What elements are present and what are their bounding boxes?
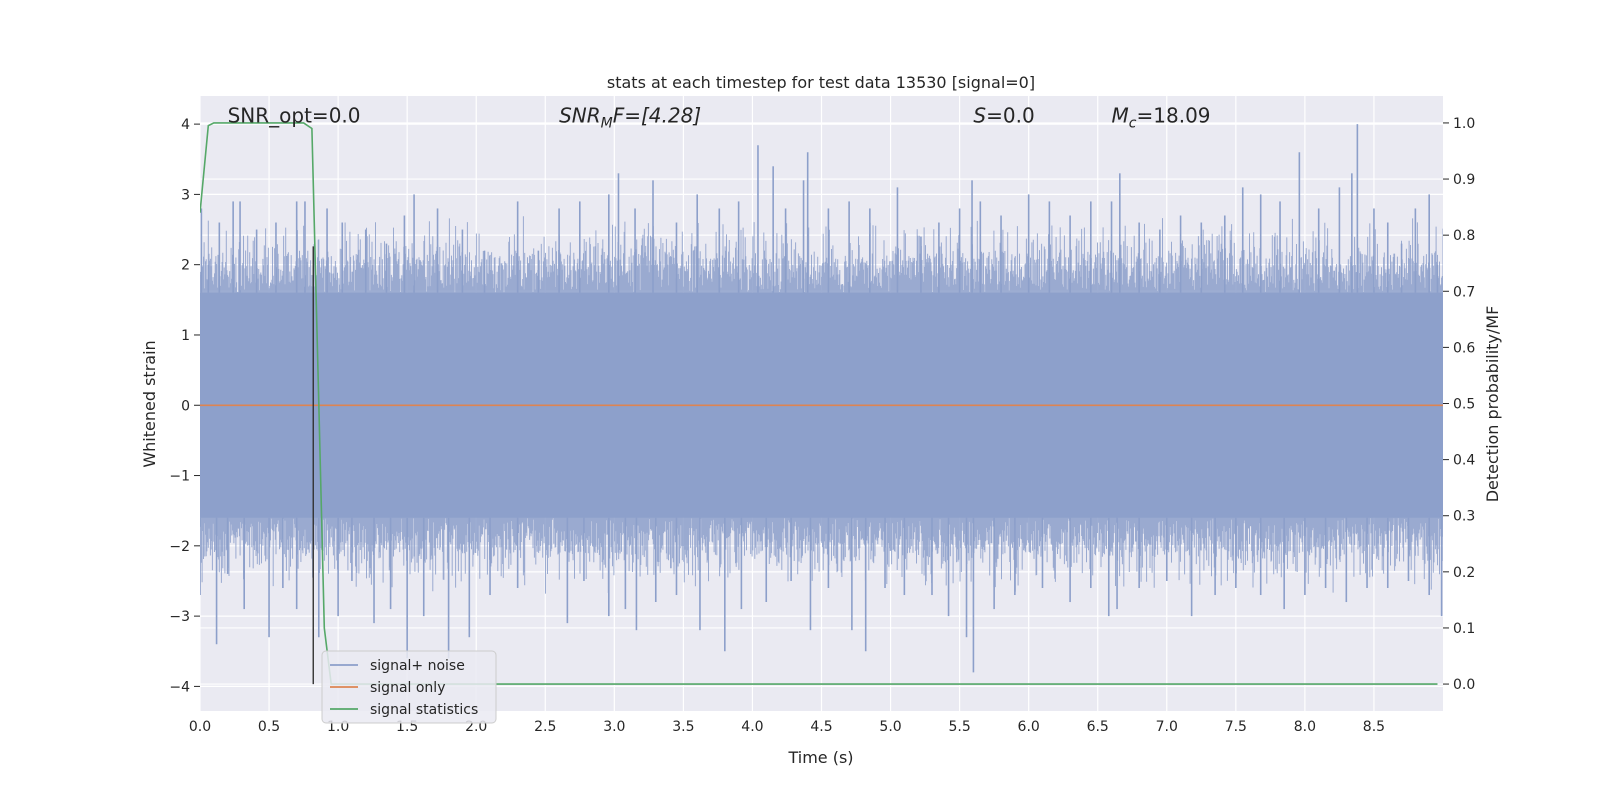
lines-layer <box>200 122 1443 685</box>
annotation-s: S=0.0 <box>973 104 1034 128</box>
y-tick-label: −1 <box>169 469 190 485</box>
annotation-snr-opt: SNR_opt=0.0 <box>228 104 361 128</box>
y-axis-label: Whitened strain <box>140 340 159 467</box>
chart-title: stats at each timestep for test data 135… <box>607 73 1035 92</box>
x-tick-label: 0.5 <box>258 719 280 735</box>
x-tick-label: 6.0 <box>1018 719 1040 735</box>
y2-tick-label: 0.6 <box>1453 340 1475 356</box>
y2-tick-label: 0.4 <box>1453 453 1475 469</box>
x-tick-label: 0.0 <box>189 719 211 735</box>
y-tick-label: 2 <box>181 258 190 274</box>
y-tick-label: −4 <box>169 679 190 695</box>
y2-tick-label: 0.2 <box>1453 565 1475 581</box>
signal-statistics-line <box>200 122 1438 685</box>
x-tick-label: 5.0 <box>879 719 901 735</box>
legend-label: signal only <box>370 680 445 696</box>
x-tick-label: 8.5 <box>1363 719 1385 735</box>
x-axis-label: Time (s) <box>787 748 853 767</box>
y-tick-label: 1 <box>181 328 190 344</box>
y2-axis-ticks: 1.0 0.9 0.8 0.7 0.6 0.5 0.4 0.3 0.2 0.1 0.0 <box>1443 116 1475 693</box>
y-tick-label: −3 <box>169 609 190 625</box>
x-tick-label: 3.5 <box>672 719 694 735</box>
x-tick-label: 5.5 <box>948 719 970 735</box>
legend: signal+ noise signal only signal statistic… <box>321 650 497 724</box>
y2-axis-label: Detection probability/MF <box>1483 306 1502 503</box>
y-tick-label: 4 <box>181 117 190 133</box>
annotation-snr-mf: SNRMF=[4.28] <box>559 104 701 132</box>
x-tick-label: 7.0 <box>1156 719 1178 735</box>
annotation-mc: Mc=18.09 <box>1112 104 1211 132</box>
y-tick-label: 3 <box>181 187 190 203</box>
y-tick-label: 0 <box>181 398 190 414</box>
y2-tick-label: 0.7 <box>1453 284 1475 300</box>
legend-label: signal statistics <box>370 702 478 718</box>
x-tick-label: 2.5 <box>534 719 556 735</box>
y2-tick-label: 0.9 <box>1453 172 1475 188</box>
x-tick-label: 6.5 <box>1087 719 1109 735</box>
y2-tick-label: 0.1 <box>1453 621 1475 637</box>
y2-tick-label: 1.0 <box>1453 116 1475 132</box>
y2-tick-label: 0.0 <box>1453 677 1475 693</box>
x-tick-label: 3.0 <box>603 719 625 735</box>
x-tick-label: 7.5 <box>1225 719 1247 735</box>
x-tick-label: 4.5 <box>810 719 832 735</box>
y2-tick-label: 0.8 <box>1453 228 1475 244</box>
x-tick-label: 4.0 <box>741 719 763 735</box>
y2-tick-label: 0.5 <box>1453 397 1475 413</box>
legend-box <box>321 650 497 724</box>
y-tick-label: −2 <box>169 539 190 555</box>
annotations: SNR_opt=0.0 SNRMF=[4.28] S=0.0 Mc=18.09 <box>228 104 1211 132</box>
y-axis-ticks: 4 3 2 1 0 −1 −2 −3 −4 <box>169 117 200 695</box>
y2-tick-label: 0.3 <box>1453 509 1475 525</box>
legend-label: signal+ noise <box>370 658 465 674</box>
x-tick-label: 8.0 <box>1294 719 1316 735</box>
